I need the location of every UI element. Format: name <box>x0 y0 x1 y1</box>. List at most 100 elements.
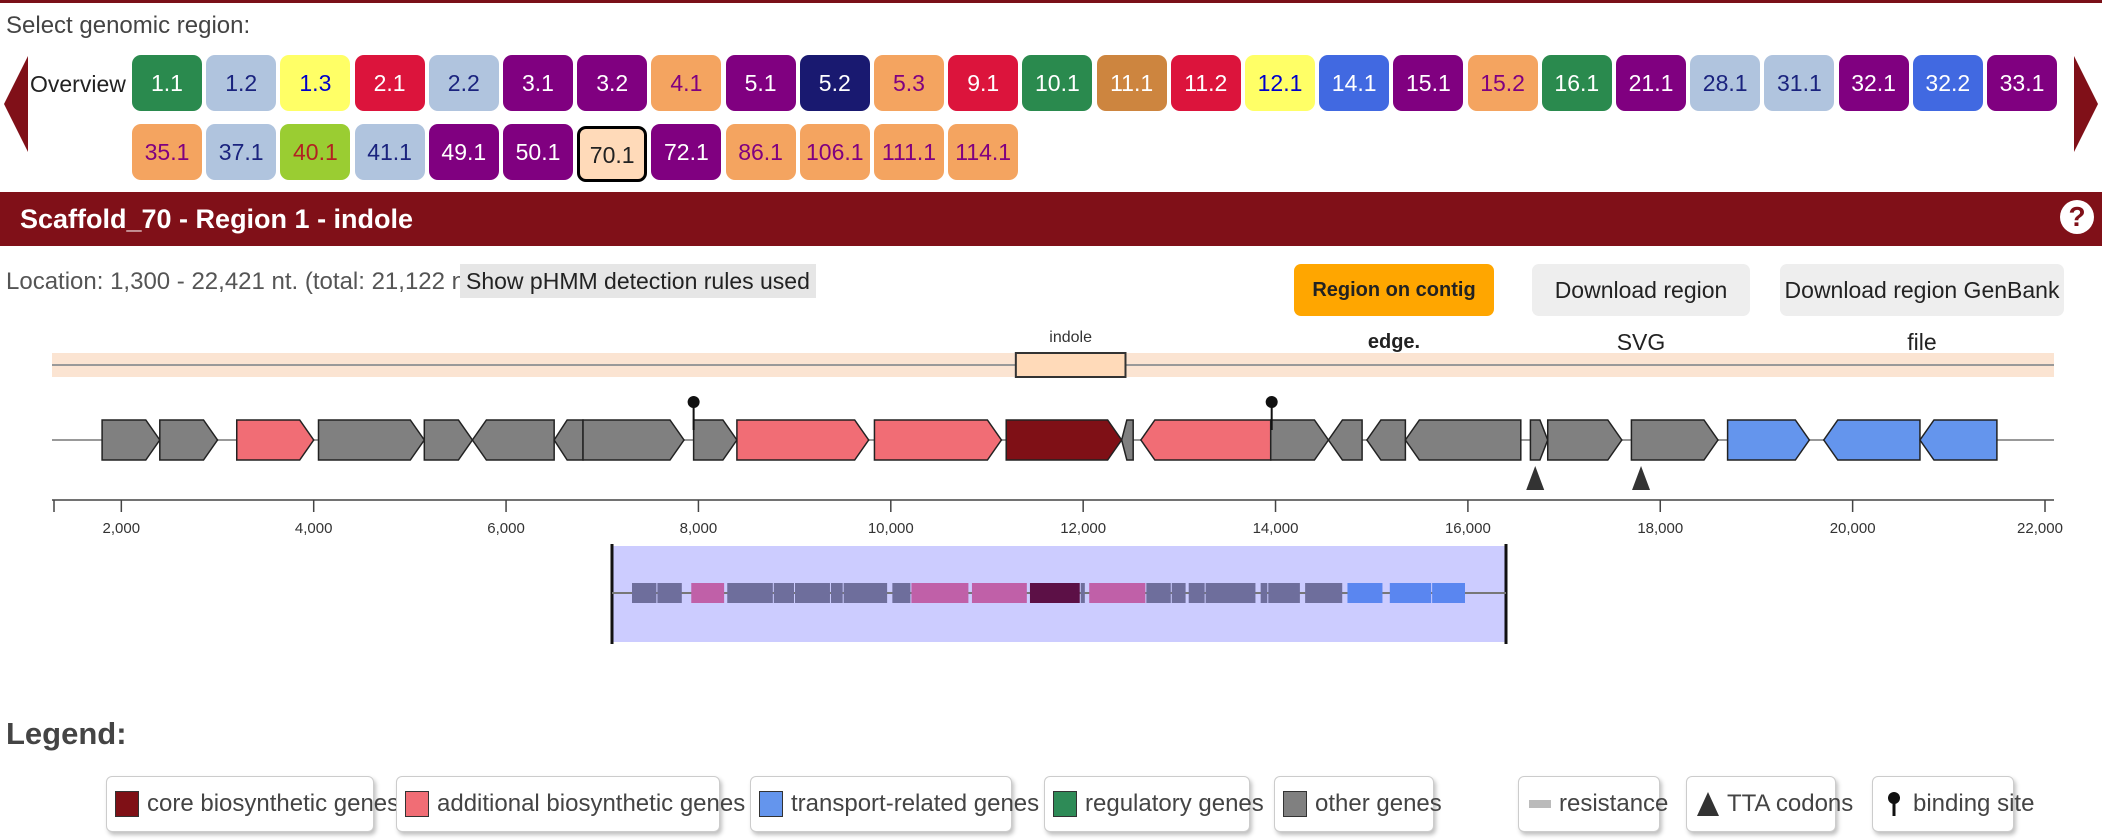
zoom-gene-other <box>830 583 843 603</box>
gene-arrow-transport[interactable] <box>1726 419 1811 461</box>
gene-arrow-other[interactable] <box>1120 419 1134 461</box>
axis-tick-label: 10,000 <box>868 520 914 537</box>
legend-item-regulatory-genes[interactable]: regulatory genes <box>1044 776 1264 832</box>
region-button-21-1[interactable]: 21.1 <box>1616 55 1686 111</box>
zoom-gene-additional <box>971 583 1027 603</box>
region-button-12-1[interactable]: 12.1 <box>1245 55 1315 111</box>
gene-arrow-other[interactable] <box>692 419 738 461</box>
gene-arrow-transport[interactable] <box>1919 419 1998 461</box>
zoom-gene-other <box>1205 583 1256 603</box>
region-button-15-1[interactable]: 15.1 <box>1393 55 1464 111</box>
region-button-33-1[interactable]: 33.1 <box>1987 55 2057 111</box>
region-button-14-1[interactable]: 14.1 <box>1319 55 1390 111</box>
gene-arrow-other[interactable] <box>317 419 426 461</box>
legend-label: other genes <box>1315 790 1442 817</box>
region-button-49-1[interactable]: 49.1 <box>428 124 499 180</box>
region-button-72-1[interactable]: 72.1 <box>651 124 722 180</box>
region-button-15-2[interactable]: 15.2 <box>1467 55 1538 111</box>
region-button-50-1[interactable]: 50.1 <box>503 124 573 180</box>
legend-item-resistance[interactable]: resistance <box>1518 776 1668 832</box>
region-button-5-2[interactable]: 5.2 <box>799 55 870 111</box>
axis-tick-label: 14,000 <box>1253 520 1299 537</box>
legend-item-tta-codons[interactable]: TTA codons <box>1686 776 1853 832</box>
legend-label: additional biosynthetic genes <box>437 790 746 817</box>
gene-arrow-other[interactable] <box>471 419 555 461</box>
gene-arrow-other[interactable] <box>1529 419 1549 461</box>
previous-region-arrow[interactable] <box>4 56 28 152</box>
region-button-1-2[interactable]: 1.2 <box>206 55 277 111</box>
region-button-11-2[interactable]: 11.2 <box>1170 55 1241 111</box>
next-region-arrow[interactable] <box>2074 56 2098 152</box>
show-detection-rules-button[interactable]: Show pHMM detection rules used <box>460 264 816 298</box>
region-button-5-3[interactable]: 5.3 <box>874 55 944 111</box>
region-button-1-3[interactable]: 1.3 <box>280 55 351 111</box>
gene-arrow-additional[interactable] <box>736 419 870 461</box>
gene-arrow-transport[interactable] <box>1822 419 1921 461</box>
gene-arrow-other[interactable] <box>1630 419 1719 461</box>
gene-arrow-other[interactable] <box>1269 419 1330 461</box>
region-button-37-1[interactable]: 37.1 <box>206 124 277 180</box>
gene-arrow-core[interactable] <box>1005 419 1123 461</box>
region-button-4-1[interactable]: 4.1 <box>651 55 722 111</box>
region-button-114-1[interactable]: 114.1 <box>948 124 1019 180</box>
protocluster-box[interactable] <box>1014 352 1127 378</box>
gene-arrow-other[interactable] <box>582 419 685 461</box>
region-button-35-1[interactable]: 35.1 <box>132 124 202 180</box>
region-button-1-1[interactable]: 1.1 <box>132 55 202 111</box>
help-icon[interactable]: ? <box>2060 200 2094 234</box>
gene-arrow-additional[interactable] <box>873 419 1003 461</box>
binding-site-pin[interactable] <box>687 396 700 408</box>
region-button-16-1[interactable]: 16.1 <box>1541 55 1612 111</box>
region-button-11-1[interactable]: 11.1 <box>1096 55 1167 111</box>
legend-title: Legend: <box>6 716 127 751</box>
tta-codon-marker[interactable] <box>1632 466 1651 490</box>
legend-item-binding-site[interactable]: binding site <box>1872 776 2034 832</box>
zoom-gene-core <box>1029 583 1080 603</box>
gene-arrows <box>101 419 1998 461</box>
binding-site-pin[interactable] <box>1265 396 1278 408</box>
region-button-28-1[interactable]: 28.1 <box>1690 55 1761 111</box>
region-button-2-1[interactable]: 2.1 <box>354 55 425 111</box>
zoom-gene-transport <box>1347 583 1383 603</box>
region-button-70-1[interactable]: 70.1 <box>577 126 648 182</box>
gene-arrow-other[interactable] <box>423 419 474 461</box>
region-button-3-1[interactable]: 3.1 <box>503 55 573 111</box>
gene-arrow-additional[interactable] <box>235 419 315 461</box>
download-svg-button[interactable]: Download region SVG <box>1532 264 1750 355</box>
legend-label: transport-related genes <box>791 790 1040 817</box>
contig-edge-badge: Region on contig edge. <box>1294 264 1494 353</box>
region-button-9-1[interactable]: 9.1 <box>948 55 1019 111</box>
gene-arrow-other[interactable] <box>1546 419 1623 461</box>
download-genbank-button[interactable]: Download region GenBank file <box>1780 264 2064 355</box>
gene-arrow-other[interactable] <box>1404 419 1522 461</box>
region-button-2-2[interactable]: 2.2 <box>428 55 499 111</box>
legend-item-additional-biosynthetic-genes[interactable]: additional biosynthetic genes <box>396 776 745 832</box>
gene-arrow-other[interactable] <box>101 419 161 461</box>
region-button-3-2[interactable]: 3.2 <box>577 55 648 111</box>
gene-arrow-additional[interactable] <box>1139 419 1272 461</box>
region-button-111-1[interactable]: 111.1 <box>874 124 944 180</box>
legend-item-transport-related-genes[interactable]: transport-related genes <box>750 776 1039 832</box>
legend-swatch-icon <box>115 791 139 817</box>
overview-button[interactable]: Overview <box>30 71 126 97</box>
gene-arrow-other[interactable] <box>1327 419 1363 461</box>
zoom-gene-other <box>892 583 911 603</box>
legend-item-core-biosynthetic-genes[interactable]: core biosynthetic genes <box>106 776 399 832</box>
legend-item-other-genes[interactable]: other genes <box>1274 776 1442 832</box>
tta-codon-marker[interactable] <box>1526 466 1545 490</box>
region-button-10-1[interactable]: 10.1 <box>1022 55 1093 111</box>
gene-arrow-other[interactable] <box>1365 419 1407 461</box>
gene-arrow-other[interactable] <box>553 419 584 461</box>
zoom-gene-additional <box>911 583 969 603</box>
gene-arrow-other[interactable] <box>159 419 219 461</box>
region-button-40-1[interactable]: 40.1 <box>280 124 351 180</box>
zoom-gene-additional <box>1089 583 1146 603</box>
region-button-32-2[interactable]: 32.2 <box>1912 55 1983 111</box>
legend-bar-icon <box>1529 800 1551 808</box>
region-button-41-1[interactable]: 41.1 <box>354 124 425 180</box>
region-button-5-1[interactable]: 5.1 <box>725 55 796 111</box>
region-button-86-1[interactable]: 86.1 <box>725 124 796 180</box>
region-button-106-1[interactable]: 106.1 <box>799 124 870 180</box>
region-button-32-1[interactable]: 32.1 <box>1838 55 1909 111</box>
region-button-31-1[interactable]: 31.1 <box>1764 55 1835 111</box>
